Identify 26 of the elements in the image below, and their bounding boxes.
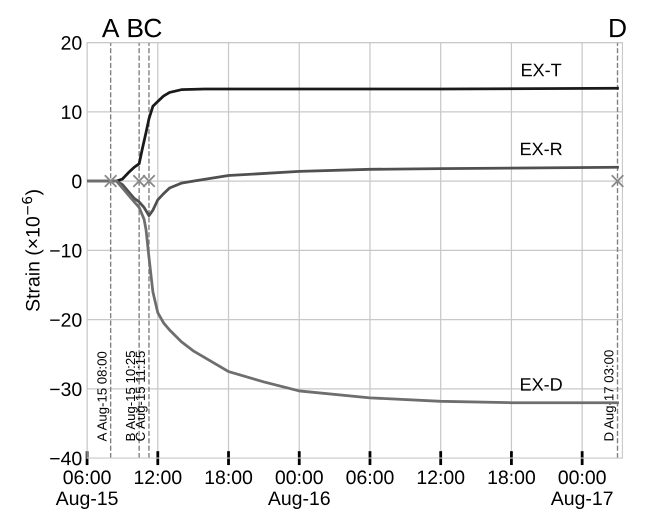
y-tick-label: −10 — [50, 244, 82, 258]
x-tick-label: 12:00 — [418, 470, 464, 484]
y-axis-title: Strain (×10$^{−6}$) — [22, 190, 44, 311]
series-label: EX-R — [521, 142, 562, 156]
series-label: EX-T — [522, 64, 562, 76]
x-tick-label: 18:00 — [488, 470, 535, 484]
x-tick-label: 00:00 Aug-17 — [550, 470, 613, 509]
annotation: C — [144, 18, 162, 38]
x-tick-label: 06:00 — [346, 470, 394, 484]
annotation: B — [128, 18, 143, 38]
y-tick-label: −30 — [50, 382, 82, 396]
x-tick-label: 00:00 Aug-16 — [268, 470, 330, 509]
x-tick-label: 18:00 — [206, 470, 252, 484]
ref-line-label: C Aug-15 11:15 — [136, 351, 148, 441]
y-tick-label: 10 — [62, 105, 82, 120]
y-tick-label: −40 — [50, 452, 82, 466]
ref-line-label: A Aug-15 08:00 — [97, 352, 110, 442]
x-tick-label: 06:00 Aug-15 — [56, 470, 118, 509]
annotation: D — [610, 18, 626, 38]
series-label: EX-D — [521, 378, 562, 391]
annotation: A — [102, 18, 120, 38]
y-tick-label: 20 — [62, 36, 82, 50]
x-tick-label: 12:00 — [134, 470, 182, 484]
y-tick-label: −20 — [50, 313, 82, 327]
y-tick-label: 0 — [72, 174, 82, 188]
ref-line-label: D Aug-17 03:00 — [604, 350, 616, 440]
